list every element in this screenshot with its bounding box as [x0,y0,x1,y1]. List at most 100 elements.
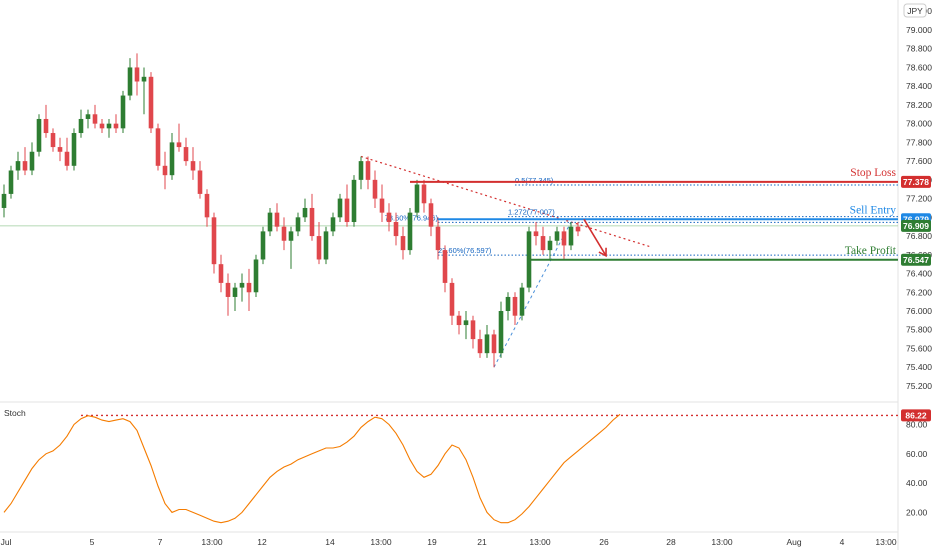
level-layer[interactable]: Stop Loss 77.378 Sell Entry 76.979 Take Prof… [410,167,931,266]
candle[interactable] [568,222,574,251]
candle[interactable] [428,198,434,237]
candle[interactable] [260,226,266,265]
candle[interactable] [190,147,196,180]
candle[interactable] [316,222,322,265]
candle[interactable] [15,151,21,180]
candle[interactable] [113,114,119,134]
candle[interactable] [211,212,217,274]
candle[interactable] [176,123,182,152]
candle[interactable] [484,325,490,358]
candle[interactable] [239,273,245,302]
stoch-pane[interactable]: 86.22 [3,409,931,524]
candle[interactable] [400,226,406,260]
drawing-layer[interactable]: 0.5(77.345)1.272(77.007)78.60%(76.946)23… [0,155,898,368]
candle[interactable] [323,226,329,265]
candle[interactable] [414,179,420,218]
candle[interactable] [281,217,287,251]
candle[interactable] [57,137,63,162]
candle[interactable] [519,282,525,321]
candle[interactable] [22,147,28,176]
candle[interactable] [246,268,252,312]
candle[interactable] [36,114,42,157]
candle[interactable] [435,217,441,260]
candle[interactable] [232,282,238,312]
candle[interactable] [106,118,112,138]
candle[interactable] [379,184,385,223]
candle[interactable] [470,315,476,349]
candle[interactable] [540,226,546,255]
candle[interactable] [29,142,35,176]
candle[interactable] [330,212,336,237]
candle[interactable] [78,109,84,138]
candle[interactable] [225,273,231,316]
candle[interactable] [197,161,203,199]
candle[interactable] [162,151,168,190]
candle[interactable] [561,226,567,260]
projection-arrow[interactable] [583,218,607,258]
candle[interactable] [85,109,91,129]
candle[interactable] [295,212,301,237]
candle-body [512,296,518,316]
candle[interactable] [575,222,581,237]
candle[interactable] [344,184,350,227]
swing-leg-line[interactable] [493,221,572,368]
candle[interactable] [267,207,273,237]
candle-body [365,161,371,180]
candle[interactable] [64,137,70,171]
candle[interactable] [386,203,392,232]
candle[interactable] [456,311,462,335]
candle[interactable] [127,58,133,101]
candle[interactable] [351,175,357,227]
candle[interactable] [477,329,483,358]
candle[interactable] [372,170,378,208]
candle[interactable] [337,193,343,223]
candle[interactable] [43,104,49,138]
current-price-box [901,219,931,232]
candle[interactable] [274,203,280,232]
candle[interactable] [1,184,7,218]
candle[interactable] [512,292,518,326]
candle[interactable] [71,128,77,171]
candle[interactable] [407,207,413,255]
candle[interactable] [358,156,364,190]
candle[interactable] [134,53,140,96]
candle[interactable] [442,245,448,293]
candle[interactable] [393,212,399,246]
candle[interactable] [309,193,315,241]
price-axis[interactable]: 75.200 75.400 75.600 75.800 76.000 76.200 76.4… [906,6,932,391]
candle[interactable] [50,128,56,152]
candle[interactable] [169,133,175,180]
candle[interactable] [204,189,210,227]
candle[interactable] [449,278,455,326]
candle[interactable] [288,226,294,269]
candle[interactable] [463,311,469,340]
candle[interactable] [155,123,161,171]
candle[interactable] [554,226,560,246]
trendline[interactable] [360,155,653,248]
candle[interactable] [505,292,511,321]
candle[interactable] [365,156,371,190]
time-axis[interactable]: Jul 5 7 13:00 12 14 13:00 19 21 13:00 26 28 13:00 Aug… [1,537,897,547]
candle[interactable] [498,301,504,358]
time-tick-label: Jul [1,537,12,547]
stoch-line[interactable] [3,413,621,524]
candle-series[interactable] [1,53,581,368]
candle[interactable] [8,165,14,199]
candle[interactable] [99,118,105,134]
candle[interactable] [218,254,224,293]
candle[interactable] [533,222,539,246]
candle[interactable] [491,329,497,368]
currency-badge[interactable]: JPY [903,3,927,18]
candle[interactable] [421,179,427,213]
candle[interactable] [302,198,308,223]
candle[interactable] [141,67,147,115]
candle[interactable] [120,90,126,134]
candle[interactable] [547,236,553,260]
candle[interactable] [253,254,259,297]
candle[interactable] [148,72,154,134]
candle[interactable] [92,104,98,129]
candle[interactable] [183,137,189,166]
stoch-axis[interactable]: 20.00 40.00 60.00 80.00 [906,420,928,518]
time-tick-label: 28 [666,537,676,547]
